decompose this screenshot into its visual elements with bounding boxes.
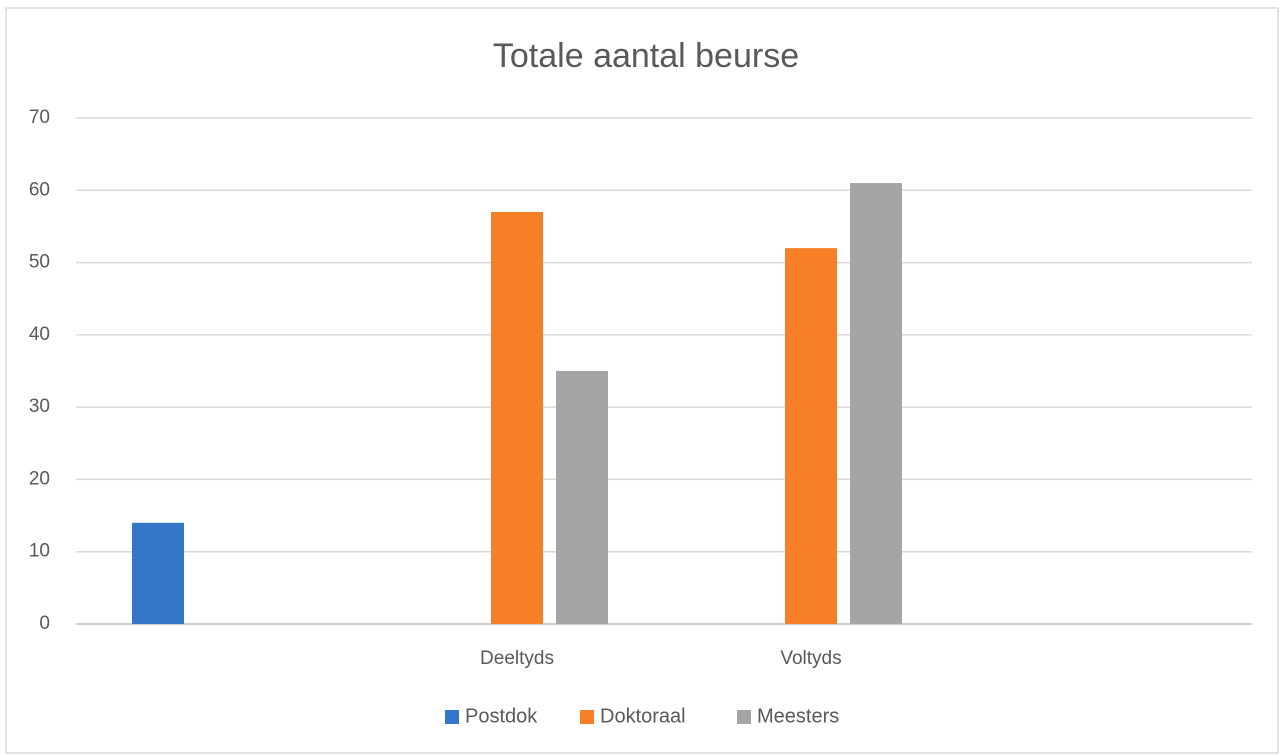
y-tick-label: 60 xyxy=(29,179,50,200)
legend-swatch xyxy=(580,710,594,724)
legend-label: Meesters xyxy=(757,705,839,727)
legend-label: Postdok xyxy=(465,705,538,727)
x-tick-label: Deeltyds xyxy=(480,648,554,669)
bar xyxy=(132,522,184,624)
bar xyxy=(556,371,608,624)
y-tick-label: 70 xyxy=(29,107,50,128)
y-tick-label: 40 xyxy=(29,324,50,345)
y-tick-label: 50 xyxy=(29,252,50,273)
legend-label: Doktoraal xyxy=(600,705,686,727)
y-tick-label: 0 xyxy=(39,613,50,634)
legend-swatch xyxy=(445,710,459,724)
chart-title: Totale aantal beurse xyxy=(493,37,799,75)
bar xyxy=(491,211,543,624)
y-tick-label: 20 xyxy=(29,468,50,489)
bar xyxy=(785,248,837,624)
chart-frame xyxy=(5,7,1279,754)
bar xyxy=(850,183,902,625)
x-tick-label: Voltyds xyxy=(780,648,841,669)
legend-swatch xyxy=(737,710,751,724)
y-tick-label: 30 xyxy=(29,396,50,417)
y-tick-label: 10 xyxy=(29,541,50,562)
